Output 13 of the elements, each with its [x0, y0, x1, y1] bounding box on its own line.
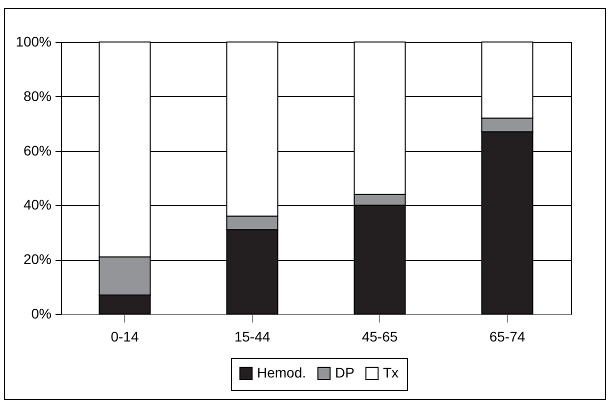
x-tick-label: 15-44: [234, 328, 270, 344]
x-tick-label: 65-74: [489, 328, 526, 344]
x-tick-label: 45-65: [362, 328, 398, 344]
legend-label: DP: [335, 364, 354, 380]
y-tick-label: 100%: [16, 34, 52, 50]
legend-label: Tx: [383, 364, 399, 380]
y-tick-label: 60%: [23, 142, 52, 158]
y-tick-label: 40%: [23, 196, 52, 213]
legend-label: Hemod.: [257, 364, 306, 380]
y-tick-label: 80%: [23, 88, 52, 104]
y-tick-label: 0%: [31, 306, 52, 322]
y-tick-label: 20%: [23, 251, 52, 268]
x-tick-label: 0-14: [110, 328, 139, 344]
